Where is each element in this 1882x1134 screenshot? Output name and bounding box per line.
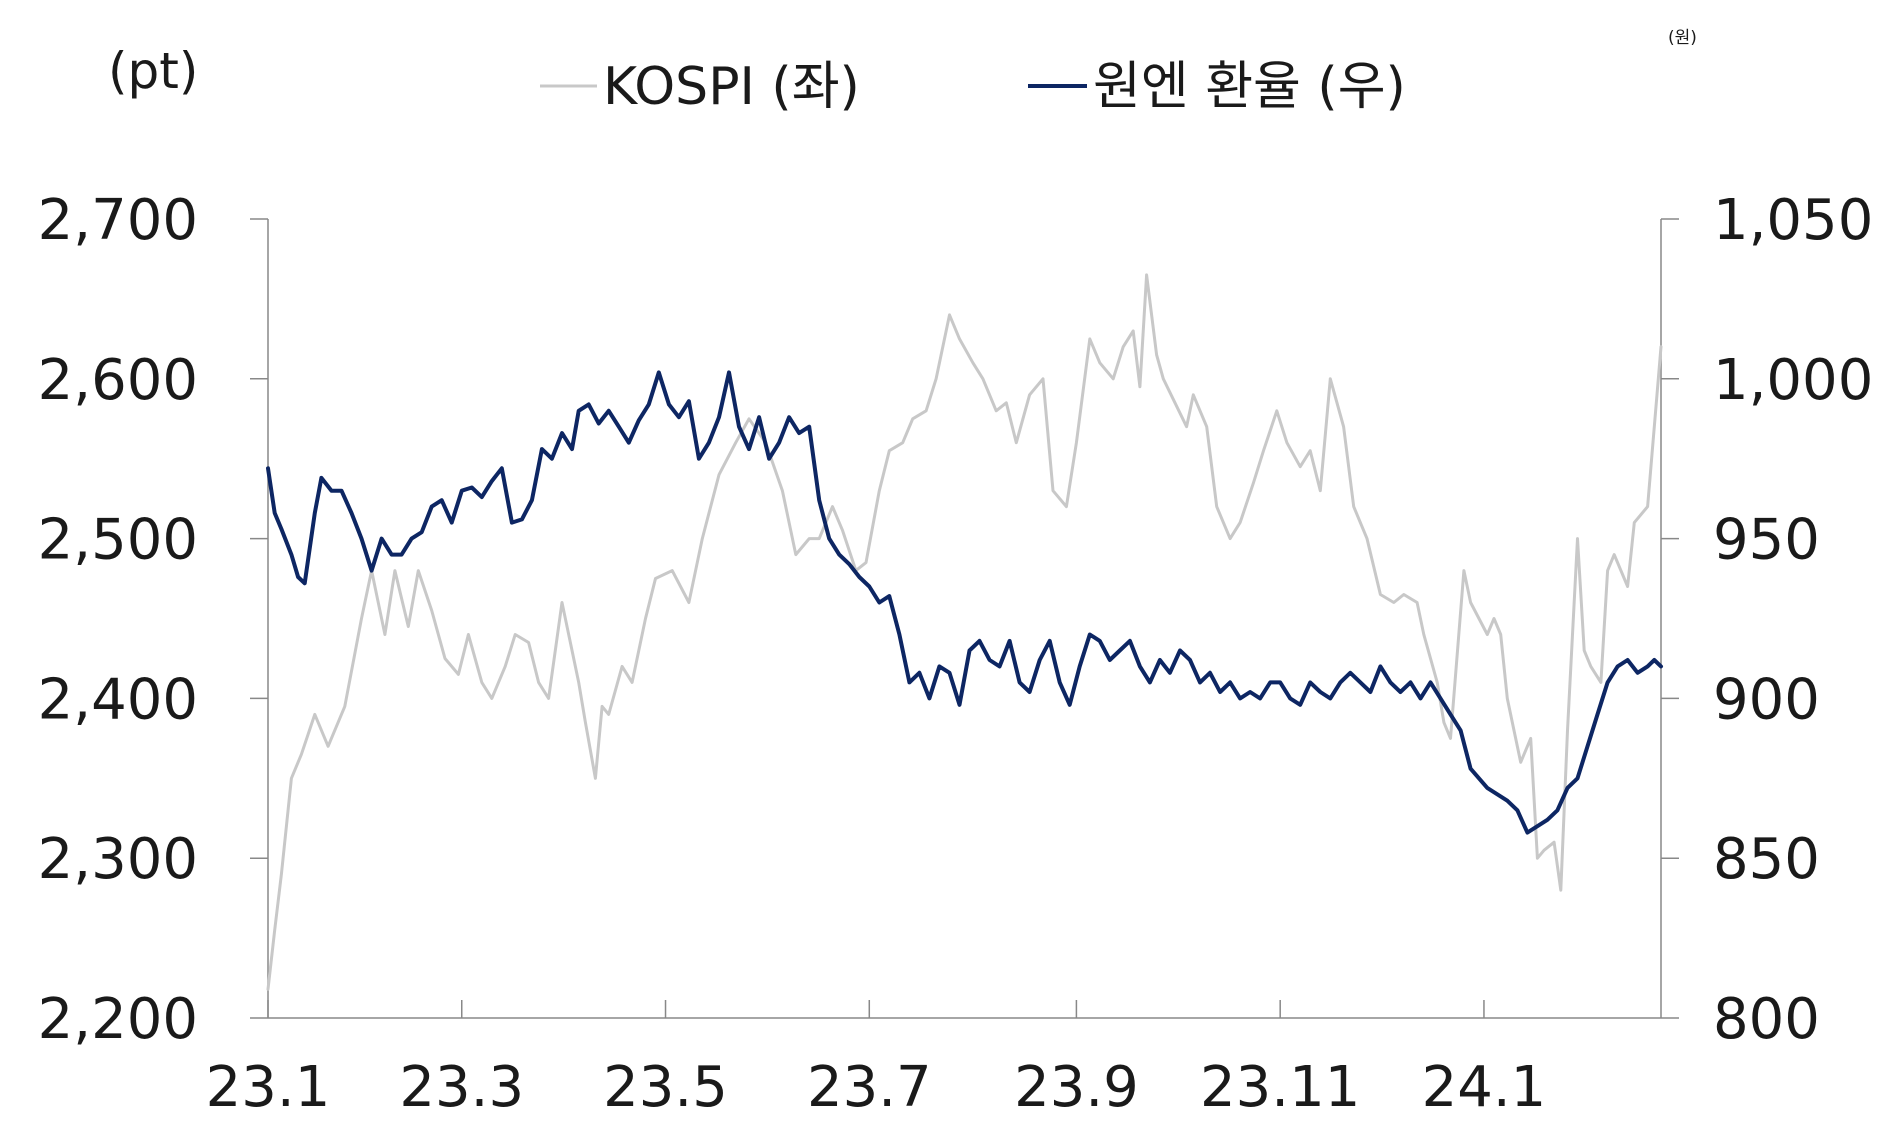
right-y-tick-label: 900	[1713, 667, 1820, 732]
right-y-tick-label: 1,050	[1713, 188, 1873, 253]
right-y-tick-label: 950	[1713, 508, 1820, 573]
right-unit-label: (원)	[1668, 28, 1697, 48]
left-y-tick-label: 2,600	[38, 348, 198, 413]
series-lines	[266, 273, 1663, 991]
left-y-tick-label: 2,700	[38, 188, 198, 253]
kospi-series-line	[266, 273, 1663, 991]
x-tick-label: 23.11	[1200, 1055, 1360, 1120]
legend-label-won-yen: 원엔 환율 (우)	[1093, 57, 1406, 117]
won-yen-series-line	[266, 370, 1663, 835]
axis-labels: 2,200 2,300 2,400 2,500 2,600 2,700 800 850 900 9…	[38, 28, 1874, 1120]
x-tick-label: 23.1	[206, 1055, 331, 1120]
x-tick-label: 23.3	[399, 1055, 524, 1120]
right-y-tick-label: 800	[1713, 987, 1820, 1052]
x-tick-label: 23.7	[807, 1055, 932, 1120]
x-tick-label: 23.9	[1014, 1055, 1139, 1120]
left-y-tick-label: 2,500	[38, 508, 198, 573]
axes	[250, 218, 1679, 1019]
right-y-tick-label: 1,000	[1713, 348, 1873, 413]
legend-label-kospi: KOSPI (좌)	[603, 57, 860, 117]
left-y-tick-label: 2,200	[38, 987, 198, 1052]
legend: KOSPI (좌) 원엔 환율 (우)	[540, 57, 1406, 117]
left-y-tick-label: 2,300	[38, 827, 198, 892]
left-y-tick-label: 2,400	[38, 667, 198, 732]
left-unit-label: (pt)	[108, 42, 198, 100]
right-y-tick-label: 850	[1713, 827, 1820, 892]
x-tick-label: 23.5	[603, 1055, 728, 1120]
x-tick-label: 24.1	[1422, 1055, 1547, 1120]
